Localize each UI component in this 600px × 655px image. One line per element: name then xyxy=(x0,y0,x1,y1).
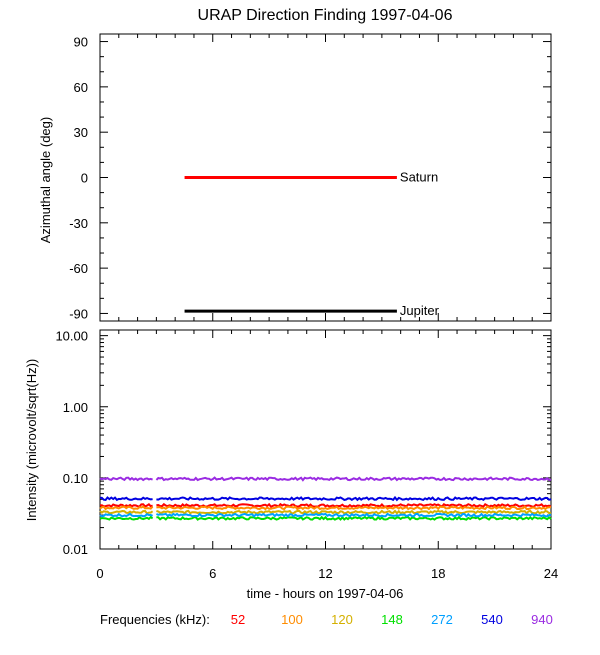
top-panel-series: Saturn Jupiter xyxy=(184,170,440,318)
series-trace-100 xyxy=(99,505,154,511)
legend-entry-940: 940 xyxy=(531,612,553,627)
y-tick-label: 30 xyxy=(74,125,88,140)
x-tick-label: 12 xyxy=(318,566,332,581)
x-tick-label: 0 xyxy=(96,566,103,581)
x-axis-label: time - hours on 1997-04-06 xyxy=(247,586,404,601)
series-trace-272 xyxy=(99,512,153,518)
legend-entry-120: 120 xyxy=(331,612,353,627)
y-tick-label: 60 xyxy=(74,80,88,95)
series-trace-100 xyxy=(156,505,551,511)
chart-title: URAP Direction Finding 1997-04-06 xyxy=(198,7,453,24)
x-tick-label: 18 xyxy=(431,566,445,581)
series-trace-940 xyxy=(99,476,153,482)
x-tick-label: 24 xyxy=(544,566,558,581)
top-panel-ticks: 90 60 30 0 -30 -60 -90 xyxy=(69,34,552,321)
y-tick-label: -30 xyxy=(69,216,88,231)
series-trace-540 xyxy=(99,496,153,502)
bottom-panel-ticks: 0 6 12 18 24 10.00 1.00 0.10 0.01 xyxy=(55,329,558,581)
y-tick-label: 1.00 xyxy=(63,400,88,415)
legend-entry-540: 540 xyxy=(481,612,503,627)
series-trace-120 xyxy=(156,509,552,515)
series-trace-540 xyxy=(156,495,552,502)
series-trace-272 xyxy=(156,512,552,518)
series-trace-940 xyxy=(155,476,552,482)
top-ylabel: Azimuthal angle (deg) xyxy=(38,117,53,243)
y-tick-label: 10.00 xyxy=(55,329,88,344)
series-trace-120 xyxy=(99,509,154,515)
bottom-ylabel: Intensity (microvolt/sqrt(Hz)) xyxy=(24,359,39,522)
legend-entry-148: 148 xyxy=(381,612,403,627)
y-tick-label: -60 xyxy=(69,261,88,276)
series-trace-148 xyxy=(99,515,154,521)
series-label-saturn: Saturn xyxy=(400,170,438,185)
y-tick-label: -90 xyxy=(69,306,88,321)
legend-entry-52: 52 xyxy=(231,612,245,627)
legend-entry-100: 100 xyxy=(281,612,303,627)
bottom-panel-series xyxy=(99,476,552,521)
legend-entry-272: 272 xyxy=(431,612,453,627)
legend: 52 100 120 148 272 540 940 xyxy=(231,612,553,627)
series-trace-52 xyxy=(99,502,153,508)
x-tick-label: 6 xyxy=(209,566,216,581)
y-tick-label: 0 xyxy=(81,171,88,186)
series-trace-148 xyxy=(156,515,552,521)
series-label-jupiter: Jupiter xyxy=(400,303,440,318)
legend-title: Frequencies (kHz): xyxy=(100,612,210,627)
y-tick-label: 90 xyxy=(74,35,88,50)
y-tick-label: 0.10 xyxy=(63,471,88,486)
series-trace-52 xyxy=(156,502,552,508)
y-tick-label: 0.01 xyxy=(63,542,88,557)
